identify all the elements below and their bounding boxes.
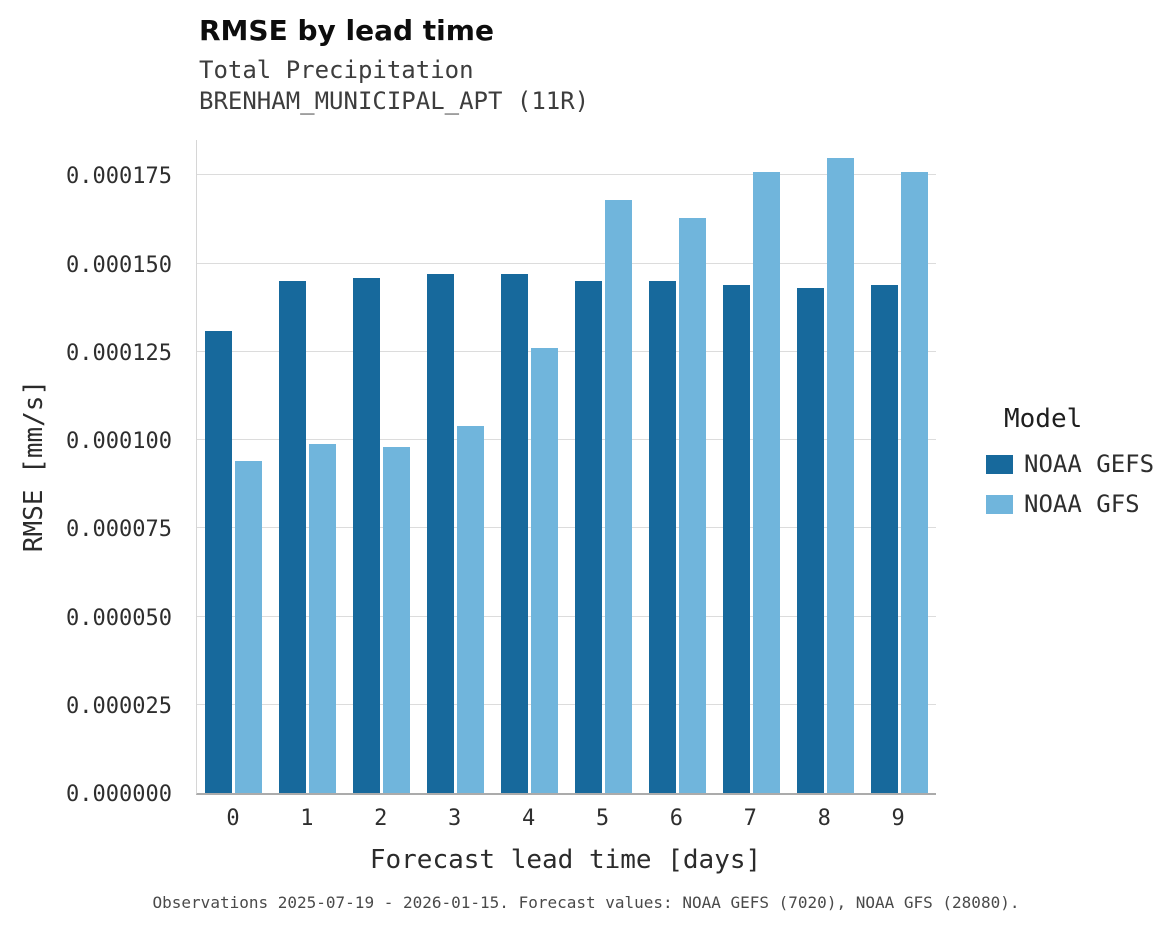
y-tick-labels: 0.000000 0.000025 0.000050 0.000075 0.000100…: [0, 140, 184, 807]
chart-subtitle-station: BRENHAM_MUNICIPAL_APT (11R): [199, 87, 590, 115]
bar-noaa-gfs-day-2: [383, 447, 411, 793]
gridline: [197, 439, 936, 441]
y-tick-label: 0.000175: [66, 164, 172, 190]
plot-area: [196, 140, 936, 795]
bar-noaa-gfs-day-3: [457, 425, 485, 793]
gridline: [197, 262, 936, 264]
gridline: [197, 174, 936, 176]
gridline: [197, 703, 936, 705]
bar-noaa-gefs-day-7: [722, 284, 750, 793]
bar-noaa-gefs-day-4: [501, 274, 529, 793]
x-tick-label-1: 1: [300, 806, 314, 831]
bar-group-day-4: [493, 140, 567, 793]
y-tick-label: 0.000125: [66, 340, 172, 366]
x-tick-label-8: 8: [817, 806, 831, 831]
bar-noaa-gefs-day-8: [796, 288, 824, 793]
legend: Model NOAA GEFS NOAA GFS: [986, 404, 1154, 530]
y-tick-label: 0.000100: [66, 429, 172, 455]
y-tick-label: 0.000075: [66, 517, 172, 543]
bar-group-day-9: [862, 140, 936, 793]
x-tick-label-3: 3: [448, 806, 462, 831]
x-tick-label-7: 7: [743, 806, 757, 831]
legend-title: Model: [1004, 404, 1083, 434]
bar-group-day-0: [197, 140, 271, 793]
bar-group-day-6: [640, 140, 714, 793]
bar-noaa-gefs-day-2: [353, 277, 381, 793]
bar-noaa-gfs-day-7: [752, 171, 780, 793]
gridline: [197, 615, 936, 617]
legend-swatch: [986, 494, 1013, 514]
x-tick-label-9: 9: [891, 806, 905, 831]
legend-entry-noaa-gfs: NOAA GFS: [986, 490, 1154, 518]
bar-noaa-gefs-day-3: [427, 274, 455, 793]
bars-row: [197, 140, 936, 793]
y-tick-label: 0.000050: [66, 605, 172, 631]
bar-noaa-gefs-day-9: [870, 284, 898, 793]
legend-entry-noaa-gefs: NOAA GEFS: [986, 450, 1154, 478]
bar-noaa-gfs-day-1: [309, 443, 337, 793]
bar-noaa-gfs-day-9: [900, 171, 928, 793]
legend-swatch: [986, 454, 1013, 474]
bar-noaa-gfs-day-6: [678, 217, 706, 793]
y-tick-label: 0.000150: [66, 252, 172, 278]
bar-group-day-7: [714, 140, 788, 793]
y-tick-label: 0.000000: [66, 782, 172, 807]
bar-noaa-gefs-day-0: [205, 330, 233, 793]
bar-noaa-gfs-day-0: [235, 461, 263, 793]
bar-group-day-3: [419, 140, 493, 793]
bar-noaa-gefs-day-5: [574, 281, 602, 793]
chart-subtitle-variable: Total Precipitation: [199, 56, 474, 84]
bar-noaa-gefs-day-1: [279, 281, 307, 793]
legend-label: NOAA GFS: [1024, 490, 1140, 518]
x-axis-label: Forecast lead time [days]: [369, 845, 762, 875]
bar-group-day-8: [788, 140, 862, 793]
chart-caption: Observations 2025-07-19 - 2026-01-15. Fo…: [152, 893, 1020, 912]
x-tick-label-4: 4: [521, 806, 536, 831]
gridline: [197, 350, 936, 352]
bar-group-day-1: [271, 140, 345, 793]
x-tick-label-2: 2: [374, 806, 388, 831]
x-tick-label-0: 0: [226, 806, 240, 831]
bar-noaa-gfs-day-8: [826, 157, 854, 793]
x-tick-labels: 0 1 2 3 4 5 6 7 8 9: [196, 806, 935, 831]
legend-label: NOAA GEFS: [1024, 450, 1155, 478]
bar-noaa-gfs-day-5: [604, 200, 632, 793]
bar-noaa-gfs-day-4: [531, 348, 559, 793]
bar-group-day-2: [345, 140, 419, 793]
chart-title: RMSE by lead time: [199, 14, 494, 47]
bar-group-day-5: [567, 140, 641, 793]
chart-header: RMSE by lead time Total Precipitation BR…: [199, 14, 589, 117]
gridline: [197, 527, 936, 529]
y-tick-label: 0.000025: [66, 693, 172, 719]
x-tick-label-6: 6: [669, 806, 684, 831]
legend-entries: NOAA GEFS NOAA GFS: [986, 450, 1154, 518]
bar-noaa-gefs-day-6: [648, 281, 676, 793]
x-tick-label-5: 5: [595, 806, 610, 831]
